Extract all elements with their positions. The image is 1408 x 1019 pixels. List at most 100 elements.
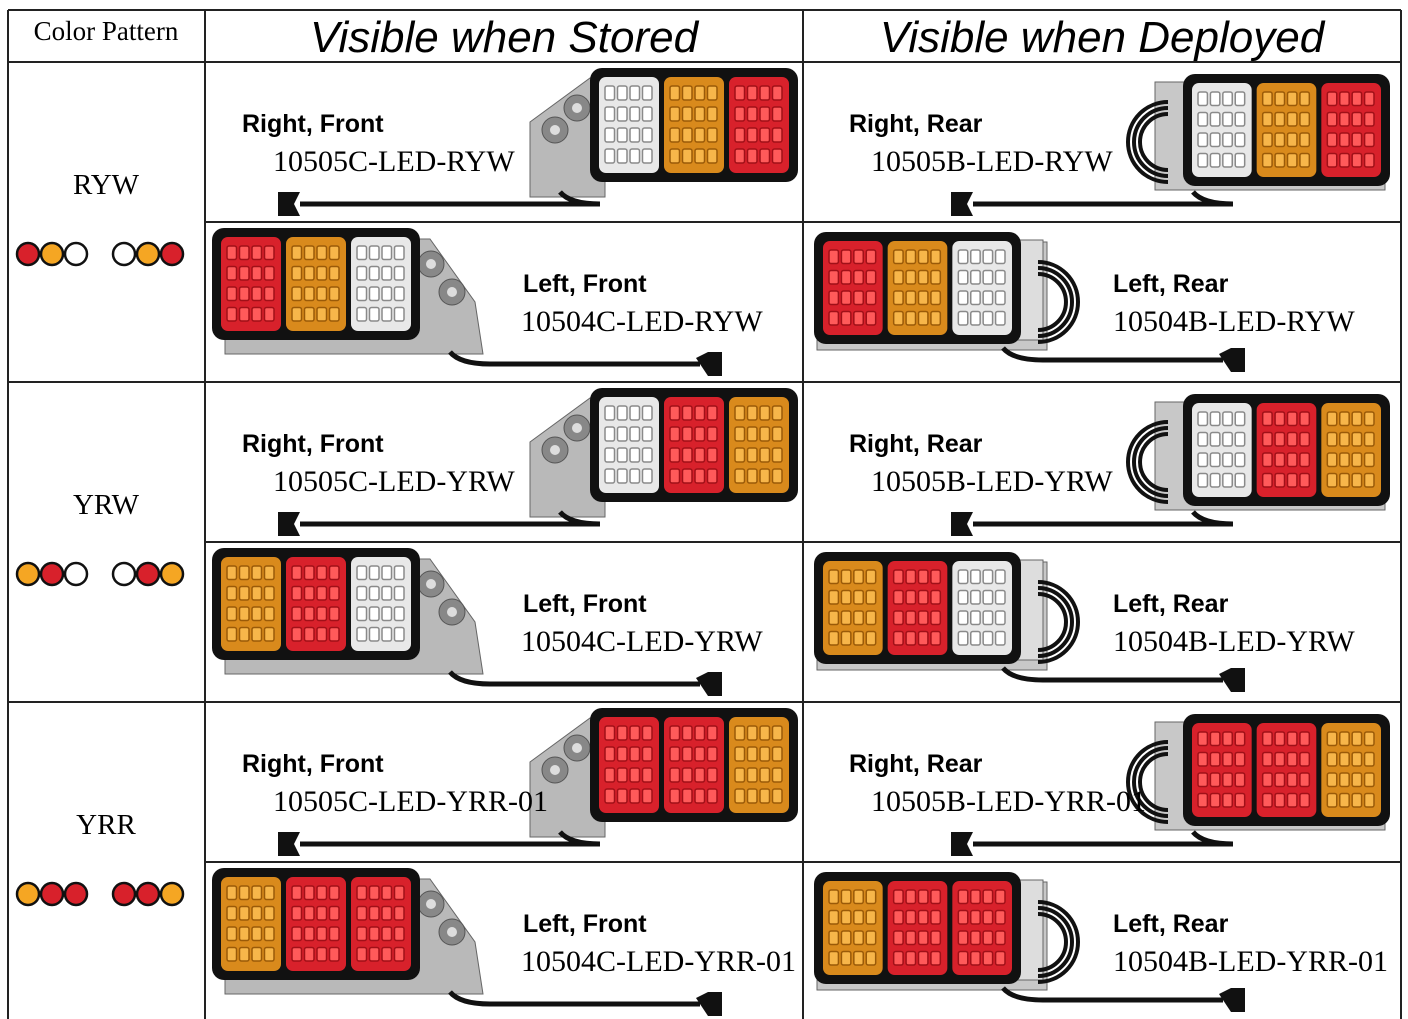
led — [706, 725, 718, 741]
led — [771, 725, 783, 741]
cable — [300, 190, 601, 207]
led — [905, 909, 917, 925]
led — [1339, 111, 1350, 127]
led — [263, 306, 275, 322]
led — [263, 286, 275, 302]
led — [1326, 431, 1338, 447]
led — [828, 310, 840, 326]
led — [734, 767, 746, 783]
cable — [1001, 666, 1223, 683]
led — [957, 950, 969, 966]
led — [328, 286, 340, 302]
led — [828, 610, 840, 626]
led — [669, 148, 681, 164]
led — [604, 767, 616, 783]
led — [303, 585, 315, 601]
led — [303, 626, 315, 642]
coil — [1037, 592, 1068, 652]
led — [734, 746, 746, 762]
part-number: 10504C-LED-YRR-01 — [521, 945, 796, 978]
led — [1351, 111, 1363, 127]
led — [629, 767, 641, 783]
led — [1274, 132, 1286, 148]
led — [226, 626, 238, 642]
led — [381, 565, 393, 581]
led — [316, 286, 328, 302]
led — [853, 589, 864, 605]
led — [734, 725, 746, 741]
led — [604, 725, 616, 741]
led — [1222, 411, 1234, 427]
led — [393, 306, 405, 322]
led — [368, 606, 380, 622]
led — [957, 930, 969, 946]
led — [1286, 132, 1298, 148]
led — [828, 589, 840, 605]
led — [1326, 472, 1338, 488]
part-number: 10505C-LED-YRW — [273, 465, 515, 498]
coil — [1138, 752, 1169, 812]
led — [905, 889, 917, 905]
led — [226, 946, 238, 962]
led — [930, 909, 942, 925]
cable — [973, 190, 1234, 207]
led — [1274, 452, 1286, 468]
led — [892, 630, 904, 646]
led — [1222, 772, 1234, 788]
led — [771, 405, 783, 421]
led — [328, 265, 340, 281]
led — [641, 746, 653, 762]
led — [828, 950, 840, 966]
led — [905, 950, 917, 966]
led — [368, 585, 380, 601]
led — [706, 106, 718, 122]
led — [238, 946, 250, 962]
led — [669, 405, 681, 421]
led — [828, 909, 840, 925]
led — [734, 148, 746, 164]
plug — [696, 352, 722, 376]
coil — [1037, 272, 1068, 332]
led — [1363, 132, 1375, 148]
led — [892, 610, 904, 626]
led — [263, 606, 275, 622]
led — [1326, 152, 1338, 168]
led — [251, 265, 263, 281]
led — [291, 946, 303, 962]
led — [1339, 731, 1350, 747]
led — [328, 245, 340, 261]
led — [616, 85, 628, 101]
led — [970, 589, 981, 605]
led — [746, 405, 758, 421]
led — [641, 426, 653, 442]
header-cell: Visible when Stored — [310, 13, 700, 62]
led — [994, 630, 1006, 646]
led — [917, 889, 929, 905]
led — [917, 269, 929, 285]
led — [1326, 411, 1338, 427]
led — [1222, 152, 1234, 168]
led — [970, 610, 981, 626]
led — [982, 310, 994, 326]
led — [1351, 411, 1363, 427]
led — [746, 85, 758, 101]
pattern-dot — [135, 561, 161, 587]
led — [1197, 792, 1209, 808]
led — [681, 85, 693, 101]
led — [604, 468, 616, 484]
led — [694, 127, 706, 143]
led — [238, 606, 250, 622]
led — [1339, 772, 1350, 788]
bolt-hole — [426, 579, 436, 589]
led — [393, 286, 405, 302]
led — [759, 127, 771, 143]
led — [1286, 751, 1298, 767]
led — [356, 265, 368, 281]
led — [994, 889, 1006, 905]
led — [706, 85, 718, 101]
led — [1299, 91, 1311, 107]
pattern-name: YRW — [73, 489, 140, 521]
position-label: Left, Rear — [1113, 270, 1229, 298]
led — [291, 245, 303, 261]
